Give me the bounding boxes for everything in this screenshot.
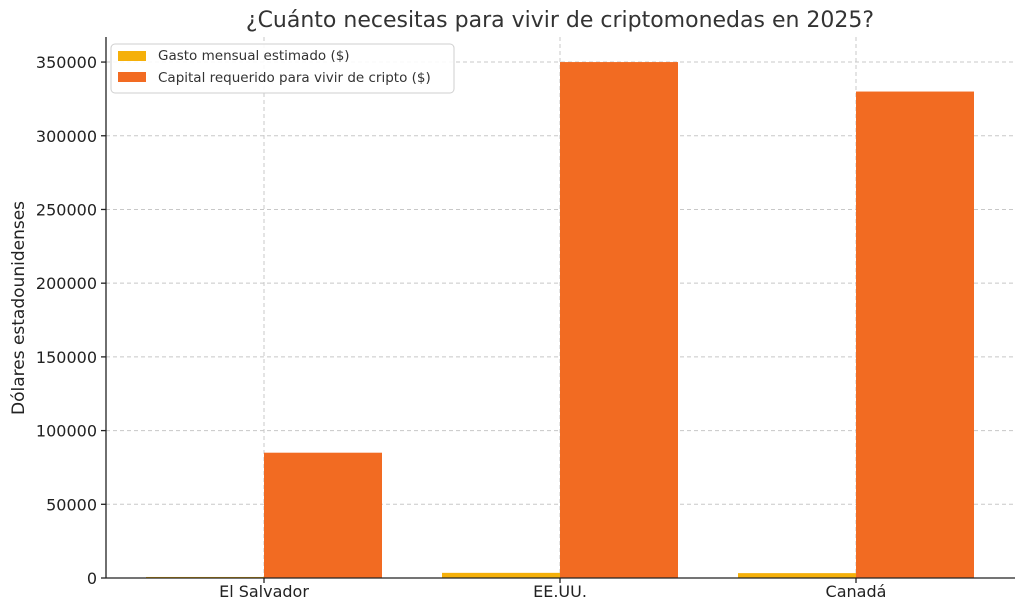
y-tick-label: 200000 xyxy=(36,274,97,293)
bar-gasto-2 xyxy=(738,573,856,578)
y-axis-label: Dólares estadounidenses xyxy=(9,201,29,415)
legend-label-capital: Capital requerido para vivir de cripto (… xyxy=(158,70,431,86)
bar-capital-1 xyxy=(560,62,678,579)
y-tick-label: 0 xyxy=(87,569,97,588)
y-tick-label: 250000 xyxy=(36,200,97,219)
bars xyxy=(146,62,974,579)
bar-gasto-1 xyxy=(442,572,560,578)
y-tick-label: 150000 xyxy=(36,348,97,367)
y-tick-label: 100000 xyxy=(36,422,97,441)
legend-swatch-gasto xyxy=(118,51,146,61)
x-tick-label: EE.UU. xyxy=(533,582,587,601)
x-tick-label: Canadá xyxy=(826,582,887,601)
chart-title: ¿Cuánto necesitas para vivir de criptomo… xyxy=(246,8,874,33)
bar-capital-0 xyxy=(264,452,382,578)
y-tick-labels: 0 50000 100000 150000 200000 250000 300000 3500… xyxy=(36,53,106,588)
y-tick-label: 350000 xyxy=(36,53,97,72)
legend-label-gasto: Gasto mensual estimado ($) xyxy=(158,48,350,64)
legend-swatch-capital xyxy=(118,72,146,82)
y-tick-label: 50000 xyxy=(46,495,97,514)
y-tick-label: 300000 xyxy=(36,127,97,146)
legend-box xyxy=(110,43,455,94)
bar-capital-2 xyxy=(856,91,974,578)
x-tick-labels: El Salvador EE.UU. Canadá xyxy=(219,578,886,601)
x-tick-label: El Salvador xyxy=(219,582,309,601)
legend: Gasto mensual estimado ($) Capital reque… xyxy=(110,43,455,94)
